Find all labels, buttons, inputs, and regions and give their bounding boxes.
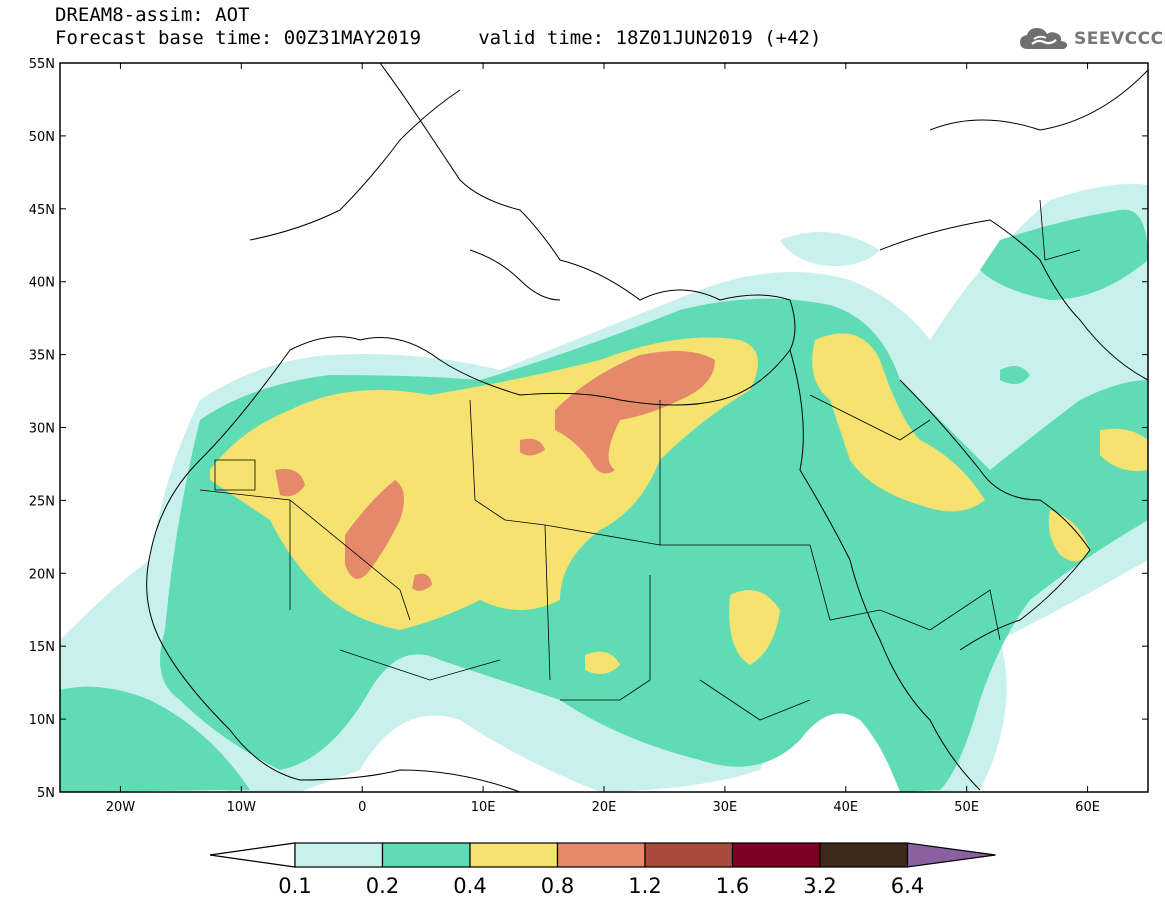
- lat-label: 20N: [29, 567, 55, 582]
- lat-label: 45N: [29, 203, 55, 218]
- colorbar-label: 0.1: [278, 874, 311, 898]
- lon-label: 30E: [713, 800, 738, 815]
- lat-label: 10N: [29, 713, 55, 728]
- colorbar-label: 0.4: [453, 874, 486, 898]
- colorbar-segment: [819, 842, 909, 868]
- colorbar-segment: [556, 842, 646, 868]
- colorbar-label: 1.6: [716, 874, 749, 898]
- coastlines: [146, 63, 1148, 792]
- lon-label: 60E: [1075, 800, 1100, 815]
- lon-label: 20E: [592, 800, 617, 815]
- colorbar-segment: [294, 842, 384, 868]
- logo-text: SEEVCCC: [1074, 29, 1164, 49]
- forecast-time-line: Forecast base time: 00Z31MAY2019 valid t…: [55, 27, 822, 49]
- lon-label: 10W: [227, 800, 257, 815]
- colorbar-label: 1.2: [628, 874, 661, 898]
- colorbar-segment: [644, 842, 734, 868]
- colorbar-label: 0.2: [366, 874, 399, 898]
- latitude-axis: 55N 50N 45N 40N 35N 30N 25N 20N 15N 10N 5N: [29, 57, 1148, 801]
- lon-label: 10E: [471, 800, 496, 815]
- lon-label: 50E: [954, 800, 979, 815]
- lat-label: 30N: [29, 422, 55, 437]
- colorbar-label: 6.4: [891, 874, 924, 898]
- chart-title: DREAM8-assim: AOT: [55, 4, 250, 26]
- lon-label: 0: [358, 800, 366, 815]
- lat-label: 35N: [29, 349, 55, 364]
- cloud-icon: [1020, 28, 1068, 49]
- colorbar-over-triangle: [906, 842, 996, 868]
- lat-label: 55N: [29, 57, 55, 72]
- aot-0.8-1.2-field: [275, 351, 715, 591]
- longitude-axis: 20W 10W 0 10E 20E 30E 40E 50E 60E: [106, 63, 1100, 815]
- lat-label: 50N: [29, 130, 55, 145]
- lon-label: 40E: [833, 800, 858, 815]
- lat-label: 40N: [29, 276, 55, 291]
- colorbar-under-triangle: [209, 842, 296, 868]
- country-borders: [199, 199, 1081, 721]
- colorbar-segment: [381, 842, 471, 868]
- seevccc-logo: SEEVCCC: [1018, 24, 1164, 54]
- lat-label: 15N: [29, 640, 55, 655]
- colorbar-label: 0.8: [541, 874, 574, 898]
- lon-label: 20W: [106, 800, 136, 815]
- lat-label: 5N: [37, 786, 55, 801]
- lat-label: 25N: [29, 494, 55, 509]
- aot-colorbar: 0.1 0.2 0.4 0.8 1.2 1.6 3.2 6.4: [209, 842, 996, 898]
- colorbar-label: 3.2: [803, 874, 836, 898]
- colorbar-segment: [469, 842, 559, 868]
- colorbar-segment: [731, 842, 821, 868]
